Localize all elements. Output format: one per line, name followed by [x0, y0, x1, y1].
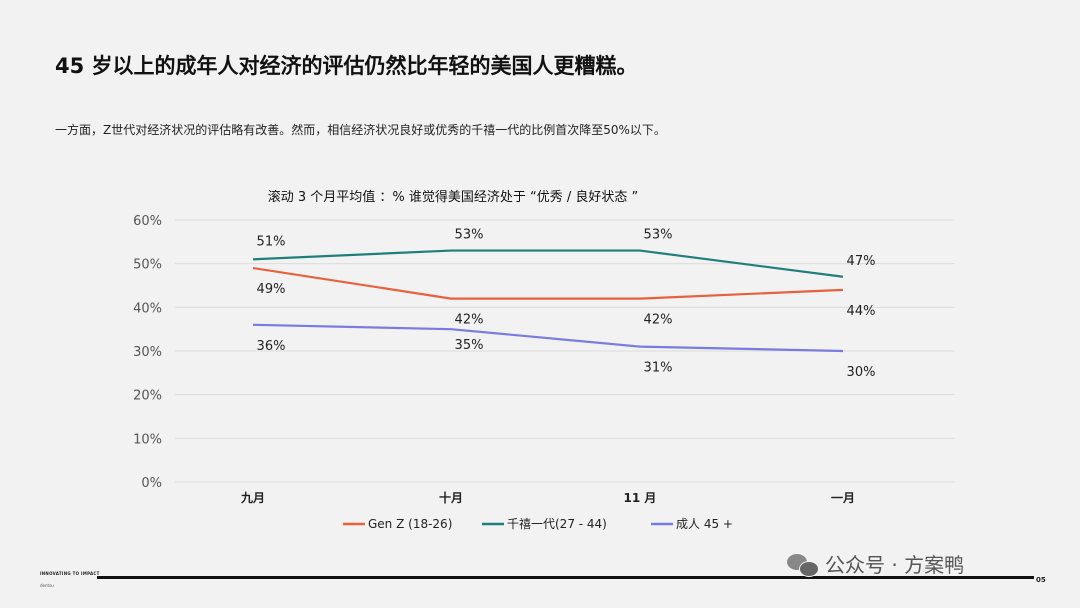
- series-line: [252, 323, 844, 353]
- y-tick-label: 50%: [133, 258, 162, 273]
- chart-legend: Gen Z (18-26) 千禧一代(27 - 44) 成人 45 +: [343, 517, 733, 531]
- x-tick-label: 九月: [240, 490, 265, 505]
- page-title: 45 岁以上的成年人对经济的评估仍然比年轻的美国人更糟糕。: [55, 54, 638, 78]
- data-label: 36%: [257, 339, 286, 354]
- data-label: 53%: [644, 228, 673, 243]
- legend-label: 成人 45 +: [676, 517, 733, 531]
- y-tick-label: 10%: [133, 432, 162, 447]
- data-label: 47%: [847, 254, 876, 269]
- data-label: 31%: [644, 361, 673, 376]
- data-label: 35%: [455, 338, 484, 353]
- footer-tagline: INNOVATING TO IMPACT: [40, 571, 100, 576]
- y-tick-label: 40%: [133, 301, 162, 316]
- data-label: 44%: [847, 304, 876, 319]
- x-tick-label: 11 月: [624, 491, 657, 505]
- legend-label: 千禧一代(27 - 44): [507, 517, 607, 531]
- data-label: 51%: [257, 234, 286, 249]
- y-tick-label: 60%: [133, 214, 162, 229]
- chart-title: 滚动 3 个月平均值 ：% 谁觉得美国经济处于 “优秀 / 良好状态 ”: [268, 189, 639, 205]
- y-axis: 0% 10% 20% 30% 40% 50% 60%: [133, 214, 162, 491]
- watermark-text: 公众号 · 方案鸭: [825, 553, 965, 577]
- footer-divider: [97, 576, 1034, 579]
- x-tick-label: 一月: [831, 491, 855, 505]
- wechat-icon: [787, 552, 819, 577]
- page-subtitle: 一方面，Z世代对经济状况的评估略有改善。然而，相信经济状况良好或优秀的千禧一代的…: [55, 123, 666, 137]
- data-label: 53%: [455, 228, 484, 243]
- series-lines: [252, 249, 844, 353]
- data-label: 30%: [847, 365, 876, 380]
- y-tick-label: 30%: [133, 345, 162, 360]
- legend-label: Gen Z (18-26): [368, 517, 452, 531]
- series-line: [252, 249, 844, 278]
- series-line: [252, 266, 844, 300]
- page-number: 05: [1036, 576, 1046, 584]
- data-label: 42%: [455, 313, 484, 328]
- x-tick-label: 十月: [439, 490, 463, 505]
- x-axis: 九月 十月 11 月 一月: [240, 490, 855, 505]
- data-label: 42%: [644, 313, 673, 328]
- watermark: 公众号 · 方案鸭: [787, 549, 964, 578]
- data-labels: 49% 42% 42% 44% 51% 53% 53% 47% 36% 35% 31% 30%: [257, 228, 876, 380]
- data-label: 49%: [257, 282, 286, 297]
- y-tick-label: 20%: [133, 389, 162, 404]
- footer-brand: dentsu: [40, 583, 54, 588]
- y-tick-label: 0%: [141, 476, 162, 491]
